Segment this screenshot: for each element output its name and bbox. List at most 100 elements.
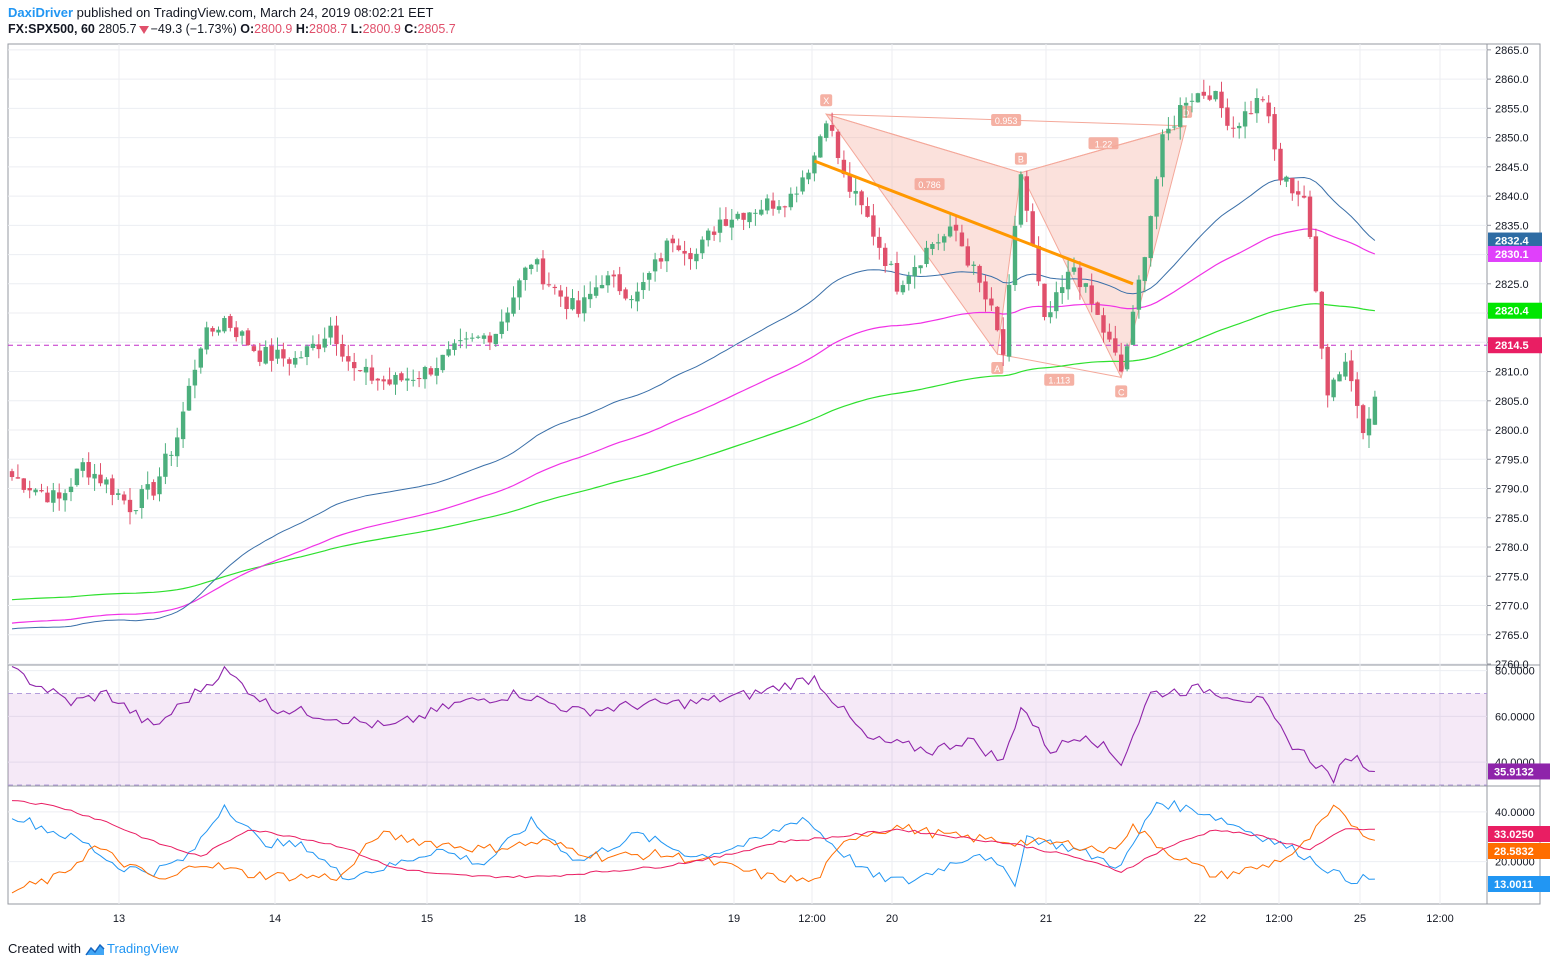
price-axis-badge-label: 2820.4	[1495, 306, 1530, 318]
candle-body	[588, 293, 593, 300]
candle-body	[1036, 245, 1041, 282]
candle-body	[198, 348, 203, 368]
candle-body	[1213, 90, 1218, 100]
candle-body	[180, 411, 186, 440]
candle-body	[977, 265, 982, 283]
candle-body	[883, 247, 888, 266]
candle-body	[257, 350, 262, 362]
candle-body	[1231, 127, 1236, 129]
pattern-ratio-box	[1088, 137, 1119, 150]
candle-body	[21, 478, 26, 490]
pattern-point-box	[820, 94, 833, 107]
candle-body	[511, 297, 516, 314]
candle-body	[269, 346, 274, 361]
candle-body	[800, 177, 805, 192]
dmi-value-label: 33.0250	[1494, 829, 1534, 841]
candle-body	[888, 263, 894, 265]
pattern-ratio-label: 0.953	[995, 116, 1018, 126]
pattern-ratio-line	[826, 113, 1022, 174]
candle-body	[947, 226, 953, 237]
candle-body	[428, 368, 434, 375]
rsi-value-badge	[1488, 763, 1550, 780]
created-with-text: Created with	[8, 941, 81, 956]
candle-body	[216, 329, 221, 333]
time-tick-label: 18	[574, 913, 586, 925]
time-tick-label: 14	[269, 913, 281, 925]
candle-body	[1254, 97, 1260, 114]
candle-body	[1166, 128, 1171, 134]
tradingview-logo-icon	[85, 943, 105, 955]
candle-body	[688, 253, 693, 260]
candle-body	[1248, 113, 1254, 115]
candle-body	[1154, 179, 1159, 217]
candle-body	[393, 374, 398, 385]
candle-body	[995, 306, 1000, 331]
candle-body	[499, 321, 504, 334]
candle-body	[953, 224, 959, 231]
candle-body	[369, 367, 375, 381]
candle-body	[1136, 279, 1142, 310]
candle-body	[452, 343, 457, 350]
candle-body	[1207, 95, 1212, 100]
time-tick-label: 19	[728, 913, 740, 925]
pattern-ratio-label: 1.22	[1095, 139, 1113, 149]
published-text: published on TradingView.com, March 24, …	[76, 5, 434, 20]
candle-body	[281, 349, 286, 359]
candle-body	[304, 346, 310, 357]
price-tick-label: 2855.0	[1495, 103, 1529, 115]
candle-body	[900, 285, 906, 293]
candle-body	[1219, 91, 1224, 109]
candle-body	[1290, 177, 1295, 194]
candle-body	[906, 276, 911, 284]
pattern-point-box	[991, 362, 1004, 374]
rsi-band-fill	[8, 693, 1487, 785]
candle-body	[1319, 291, 1324, 349]
candle-body	[729, 219, 734, 228]
candle-body	[127, 499, 133, 513]
price-tick-label: 2850.0	[1495, 133, 1529, 145]
price-tick-label: 2775.0	[1495, 571, 1529, 583]
candle-body	[546, 284, 552, 286]
candle-body	[877, 236, 882, 248]
candle-body	[1278, 148, 1283, 181]
candle-body	[605, 275, 611, 286]
pattern-point-box	[1115, 385, 1128, 398]
candle-body	[1296, 191, 1301, 195]
price-tick-label: 2810.0	[1495, 367, 1529, 379]
candle-body	[570, 298, 575, 310]
candle-body	[68, 486, 74, 493]
candle-body	[104, 479, 109, 485]
orange-trend-line[interactable]	[813, 159, 1134, 286]
time-tick-label: 15	[421, 913, 433, 925]
candle-body	[706, 230, 711, 241]
price-axis-badge-label: 2814.5	[1495, 340, 1529, 352]
candle-body	[186, 385, 192, 411]
candle-body	[1372, 396, 1378, 425]
author-link[interactable]: DaxiDriver	[8, 5, 74, 20]
candle-body	[92, 473, 97, 479]
close-value: 2805.7	[417, 22, 456, 36]
candle-body	[794, 193, 799, 195]
candle-body	[682, 250, 687, 254]
pattern-point-box	[1014, 152, 1027, 165]
candle-body	[45, 492, 50, 503]
tradingview-brand[interactable]: TradingView	[106, 941, 179, 956]
candle-body	[670, 238, 675, 244]
candle-body	[1042, 283, 1047, 317]
candle-body	[1349, 360, 1354, 382]
candle-body	[753, 212, 758, 214]
candle-body	[121, 494, 127, 501]
dmi-plus-line	[11, 799, 1375, 888]
candle-body	[505, 312, 510, 323]
candle-body	[936, 242, 941, 244]
price-axis-badge-label: 2830.1	[1495, 249, 1529, 261]
candle-body	[1006, 284, 1012, 357]
dmi-minus-line	[11, 804, 1376, 894]
ema-blue-line	[11, 176, 1376, 630]
rsi-tick-label: 80.0000	[1495, 666, 1535, 678]
candle-body	[57, 492, 62, 499]
candle-body	[39, 490, 44, 492]
candle-body	[971, 264, 976, 266]
